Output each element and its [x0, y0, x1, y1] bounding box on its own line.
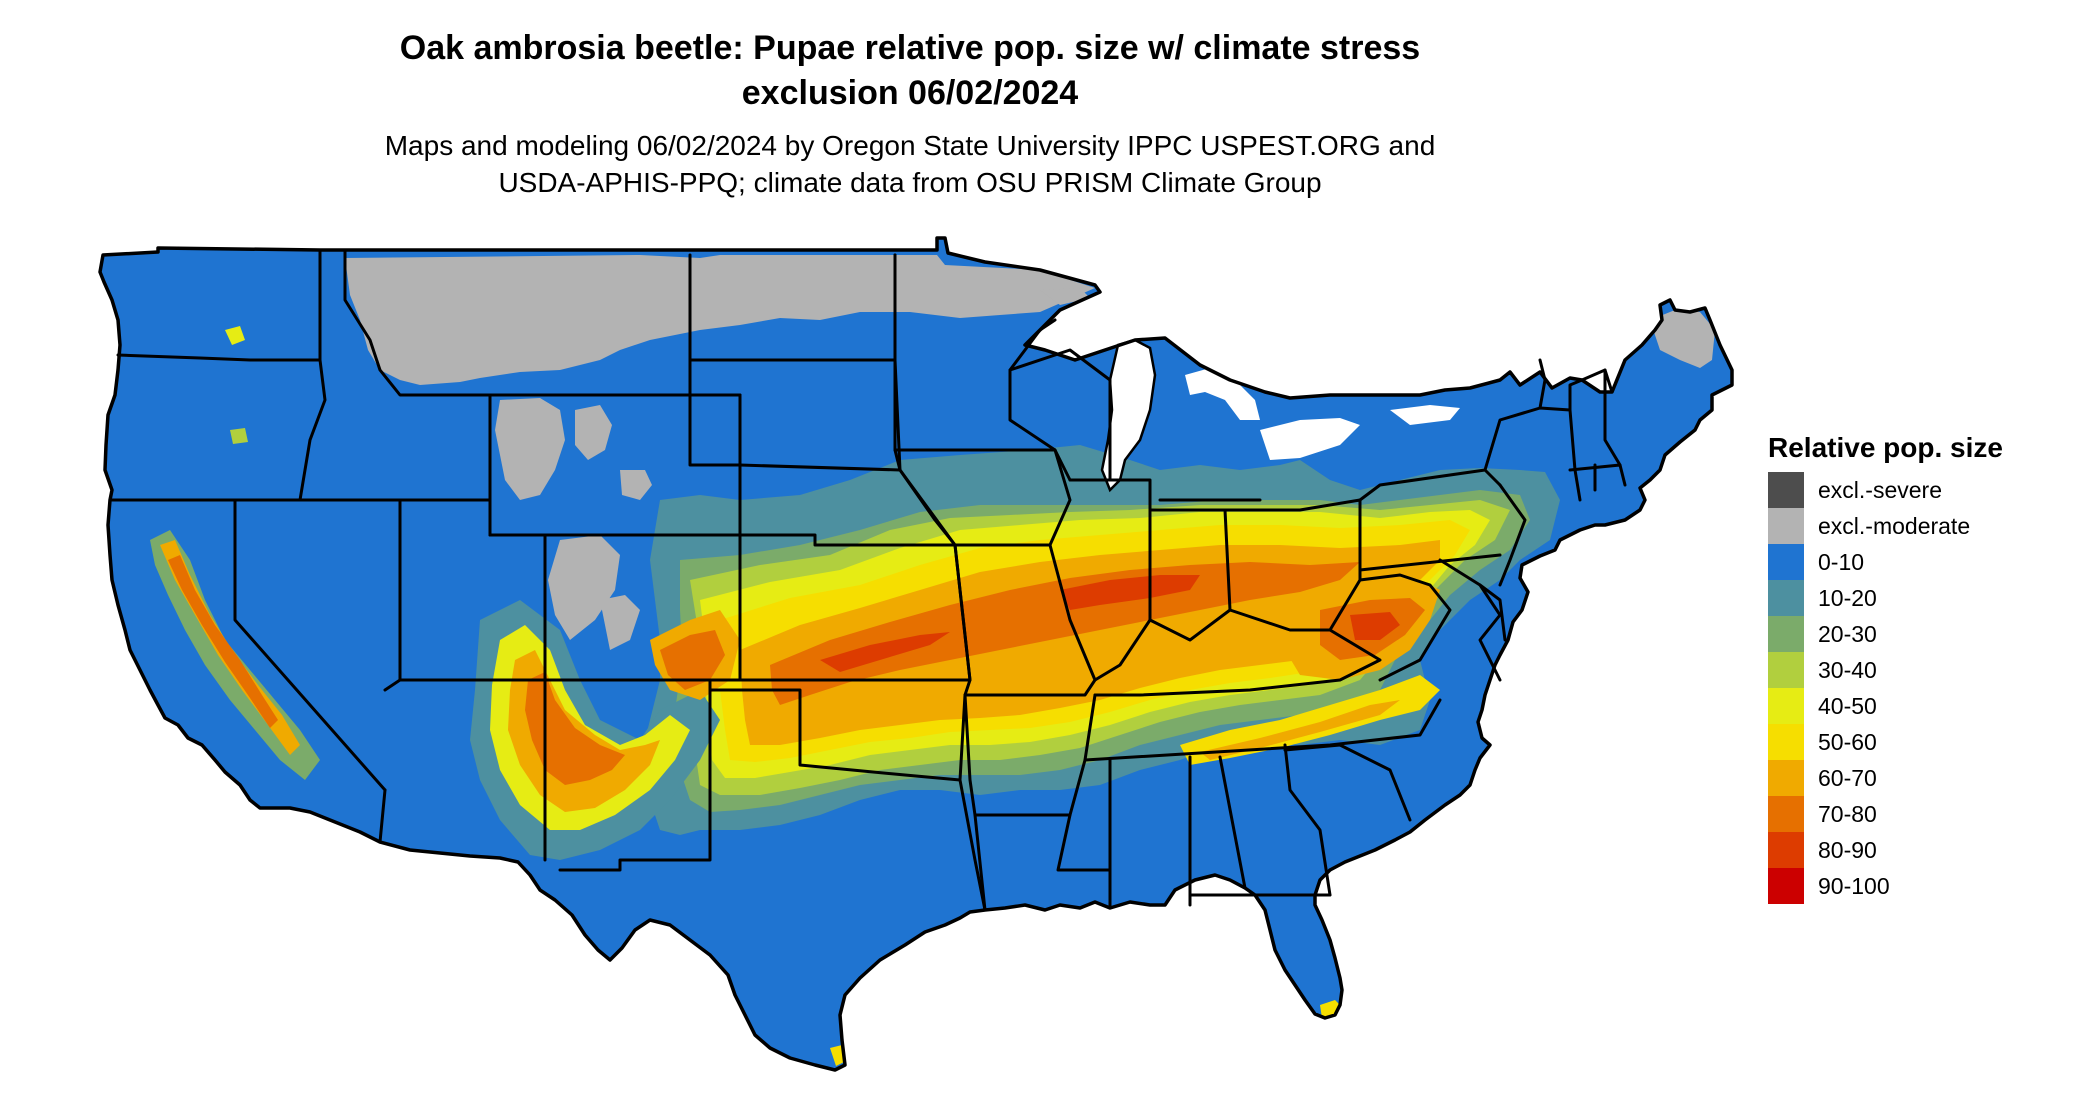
legend-label: 70-80 — [1818, 800, 1877, 827]
legend-item: 20-30 — [1768, 616, 2068, 652]
legend-swatch — [1768, 868, 1804, 904]
legend-label: excl.-moderate — [1818, 512, 1971, 539]
legend-label: 20-30 — [1818, 620, 1877, 647]
map-title-line2: exclusion 06/02/2024 — [741, 74, 1079, 112]
legend-swatch — [1768, 760, 1804, 796]
legend-label: 40-50 — [1818, 692, 1877, 719]
legend: Relative pop. size excl.-severe excl.-mod… — [1768, 430, 2068, 904]
legend-label: 10-20 — [1818, 584, 1877, 611]
legend-item: excl.-severe — [1768, 472, 2068, 508]
map-subtitle-line2: USDA-APHIS-PPQ; climate data from OSU PR… — [498, 167, 1322, 198]
legend-item: 70-80 — [1768, 796, 2068, 832]
legend-item: 0-10 — [1768, 544, 2068, 580]
legend-label: 30-40 — [1818, 656, 1877, 683]
legend-label: 50-60 — [1818, 728, 1877, 755]
legend-swatch — [1768, 652, 1804, 688]
legend-swatch — [1768, 472, 1804, 508]
legend-label: 90-100 — [1818, 872, 1890, 899]
legend-item: excl.-moderate — [1768, 508, 2068, 544]
legend-item: 40-50 — [1768, 688, 2068, 724]
legend-swatch — [1768, 508, 1804, 544]
legend-label: excl.-severe — [1818, 476, 1942, 503]
legend-label: 60-70 — [1818, 764, 1877, 791]
legend-item: 30-40 — [1768, 652, 2068, 688]
map-subtitle-line1: Maps and modeling 06/02/2024 by Oregon S… — [384, 130, 1436, 161]
legend-title: Relative pop. size — [1768, 432, 2003, 463]
legend-swatch — [1768, 616, 1804, 652]
legend-item: 10-20 — [1768, 580, 2068, 616]
legend-swatch — [1768, 688, 1804, 724]
legend-swatch — [1768, 796, 1804, 832]
legend-swatch — [1768, 832, 1804, 868]
legend-item: 90-100 — [1768, 868, 2068, 904]
legend-label: 0-10 — [1818, 548, 1865, 575]
legend-swatch — [1768, 580, 1804, 616]
map-title-line1: Oak ambrosia beetle: Pupae relative pop.… — [399, 29, 1421, 67]
legend-item: 60-70 — [1768, 760, 2068, 796]
legend-item: 50-60 — [1768, 724, 2068, 760]
legend-item: 80-90 — [1768, 832, 2068, 868]
legend-items: excl.-severe excl.-moderate 0-10 10-20 20-30… — [1768, 472, 2068, 904]
legend-swatch — [1768, 724, 1804, 760]
legend-label: 80-90 — [1818, 836, 1877, 863]
legend-swatch — [1768, 544, 1804, 580]
